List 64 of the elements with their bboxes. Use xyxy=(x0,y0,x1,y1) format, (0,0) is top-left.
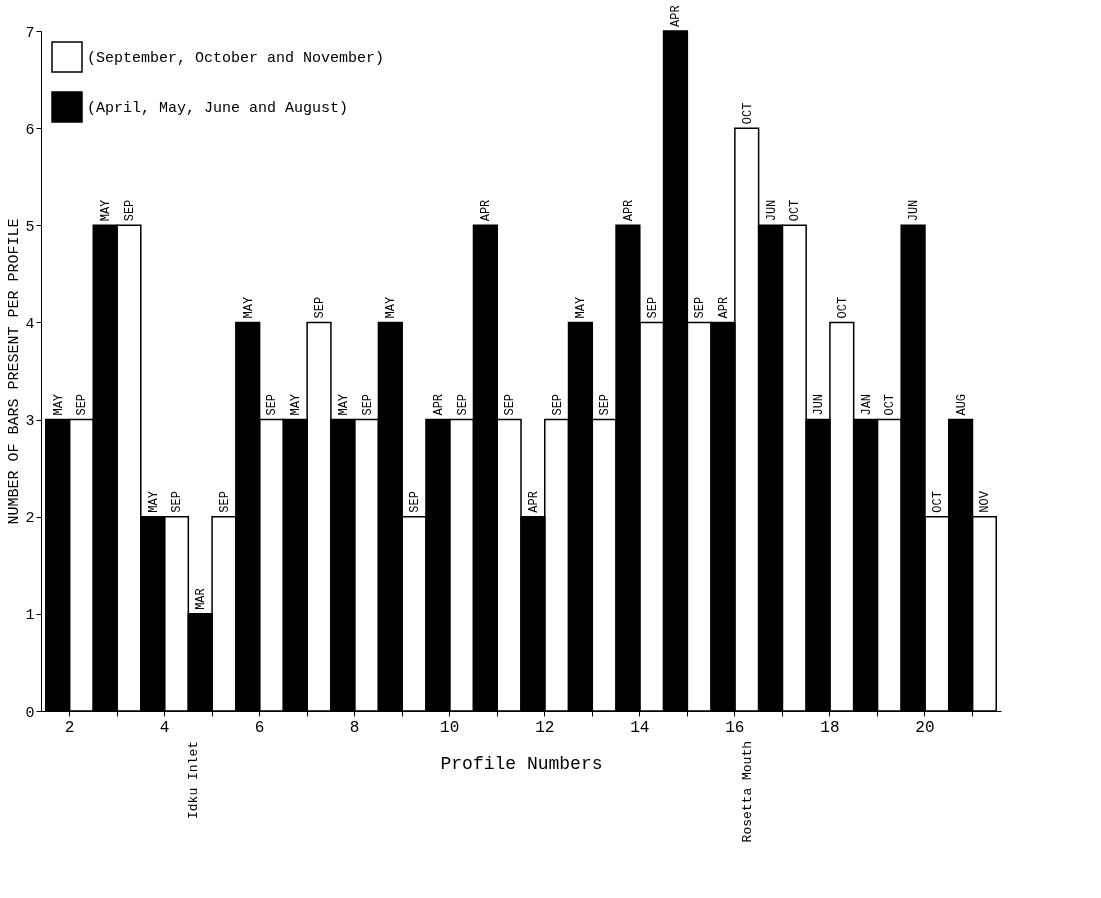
data-label: JUN xyxy=(907,199,922,222)
data-label: SEP xyxy=(313,296,328,319)
data-label: MAY xyxy=(146,491,161,513)
x-tick-label: 14 xyxy=(630,718,650,737)
y-tick-label: 4 xyxy=(25,315,35,333)
y-tick-label: 0 xyxy=(25,704,35,722)
data-label: MAY xyxy=(384,296,399,319)
data-label: OCT xyxy=(740,102,755,125)
data-label: MAY xyxy=(574,296,589,319)
data-label: SEP xyxy=(645,296,660,319)
data-label: JUN xyxy=(812,393,827,416)
x-tick-label: 10 xyxy=(440,718,460,737)
data-label: APR xyxy=(621,199,636,222)
legend-label: (April, May, June and August) xyxy=(87,100,349,117)
data-label: JUN xyxy=(764,199,779,222)
x-tick-label: 12 xyxy=(535,718,555,737)
data-label: SEP xyxy=(265,393,280,416)
x-tick-label: 2 xyxy=(64,718,75,737)
x-tick-label: 6 xyxy=(254,718,265,737)
data-label: OCT xyxy=(788,199,803,222)
data-label: SEP xyxy=(598,393,613,416)
data-label: OCT xyxy=(835,296,850,319)
data-label: SEP xyxy=(503,393,518,416)
data-label: MAY xyxy=(289,393,304,416)
data-label: AUG xyxy=(954,393,969,416)
data-label: MAY xyxy=(336,393,351,416)
x-axis-title: Profile Numbers xyxy=(440,753,603,774)
data-label: MAY xyxy=(99,199,114,222)
data-label: MAY xyxy=(51,393,66,416)
data-label: APR xyxy=(431,393,446,416)
y-tick-label: 1 xyxy=(25,607,35,625)
y-tick-label: 2 xyxy=(25,510,35,528)
legend-label: (September, October and November) xyxy=(87,50,385,67)
y-tick-label: 3 xyxy=(25,413,35,431)
y-axis-title: NUMBER OF BARS PRESENT PER PROFILE xyxy=(6,218,24,525)
data-label: SEP xyxy=(170,491,185,513)
y-tick-label: 5 xyxy=(25,218,35,236)
y-tick-label: 6 xyxy=(25,121,35,139)
data-label: APR xyxy=(479,199,494,222)
data-label: JAN xyxy=(859,393,874,416)
text: Idku Inlet xyxy=(185,741,201,820)
data-label: SEP xyxy=(360,393,375,416)
x-tick-label: 8 xyxy=(349,718,360,737)
data-label: SEP xyxy=(693,296,708,319)
x-tick-label: 18 xyxy=(820,718,840,737)
data-label: SEP xyxy=(75,393,90,416)
data-label: MAR xyxy=(194,588,209,610)
data-label: NOV xyxy=(978,490,993,513)
data-label: OCT xyxy=(930,491,945,513)
data-label: MAY xyxy=(241,296,256,319)
data-label: SEP xyxy=(550,393,565,416)
x-tick-label: 4 xyxy=(159,718,170,737)
data-label: OCT xyxy=(883,393,898,416)
data-label: SEP xyxy=(408,491,423,513)
data-label: APR xyxy=(716,296,731,319)
text: Rosetta Mouth xyxy=(739,741,755,843)
data-label: SEP xyxy=(122,199,137,222)
data-label: APR xyxy=(669,5,684,27)
x-tick-label: 16 xyxy=(725,718,745,737)
data-label: SEP xyxy=(217,491,232,513)
y-tick-label: 7 xyxy=(25,24,35,42)
data-label: SEP xyxy=(455,393,470,416)
data-label: APR xyxy=(526,491,541,513)
x-tick-label: 20 xyxy=(915,718,935,737)
